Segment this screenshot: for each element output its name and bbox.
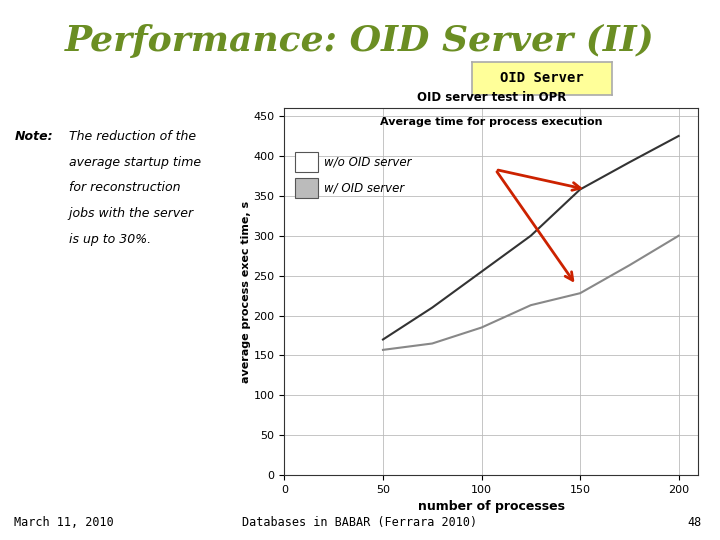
Text: is up to 30%.: is up to 30%. bbox=[61, 233, 151, 246]
X-axis label: number of processes: number of processes bbox=[418, 501, 565, 514]
Text: jobs with the server: jobs with the server bbox=[61, 207, 194, 220]
Bar bbox=[294, 178, 318, 198]
Text: average startup time: average startup time bbox=[61, 156, 202, 168]
Text: 48: 48 bbox=[688, 516, 702, 529]
Text: OID server test in OPR: OID server test in OPR bbox=[417, 91, 566, 104]
Text: Note:: Note: bbox=[14, 130, 53, 143]
Text: OID Server: OID Server bbox=[500, 71, 584, 85]
Text: for reconstruction: for reconstruction bbox=[61, 181, 181, 194]
Text: Databases in BABAR (Ferrara 2010): Databases in BABAR (Ferrara 2010) bbox=[243, 516, 477, 529]
Text: Average time for process execution: Average time for process execution bbox=[380, 117, 603, 127]
Text: w/ OID server: w/ OID server bbox=[324, 181, 404, 194]
Text: w/o OID server: w/o OID server bbox=[324, 156, 411, 169]
Bar bbox=[294, 152, 318, 172]
Y-axis label: average process exec time, s: average process exec time, s bbox=[240, 200, 251, 383]
Text: The reduction of the: The reduction of the bbox=[61, 130, 197, 143]
Text: Performance: OID Server (II): Performance: OID Server (II) bbox=[65, 24, 655, 58]
Text: March 11, 2010: March 11, 2010 bbox=[14, 516, 114, 529]
